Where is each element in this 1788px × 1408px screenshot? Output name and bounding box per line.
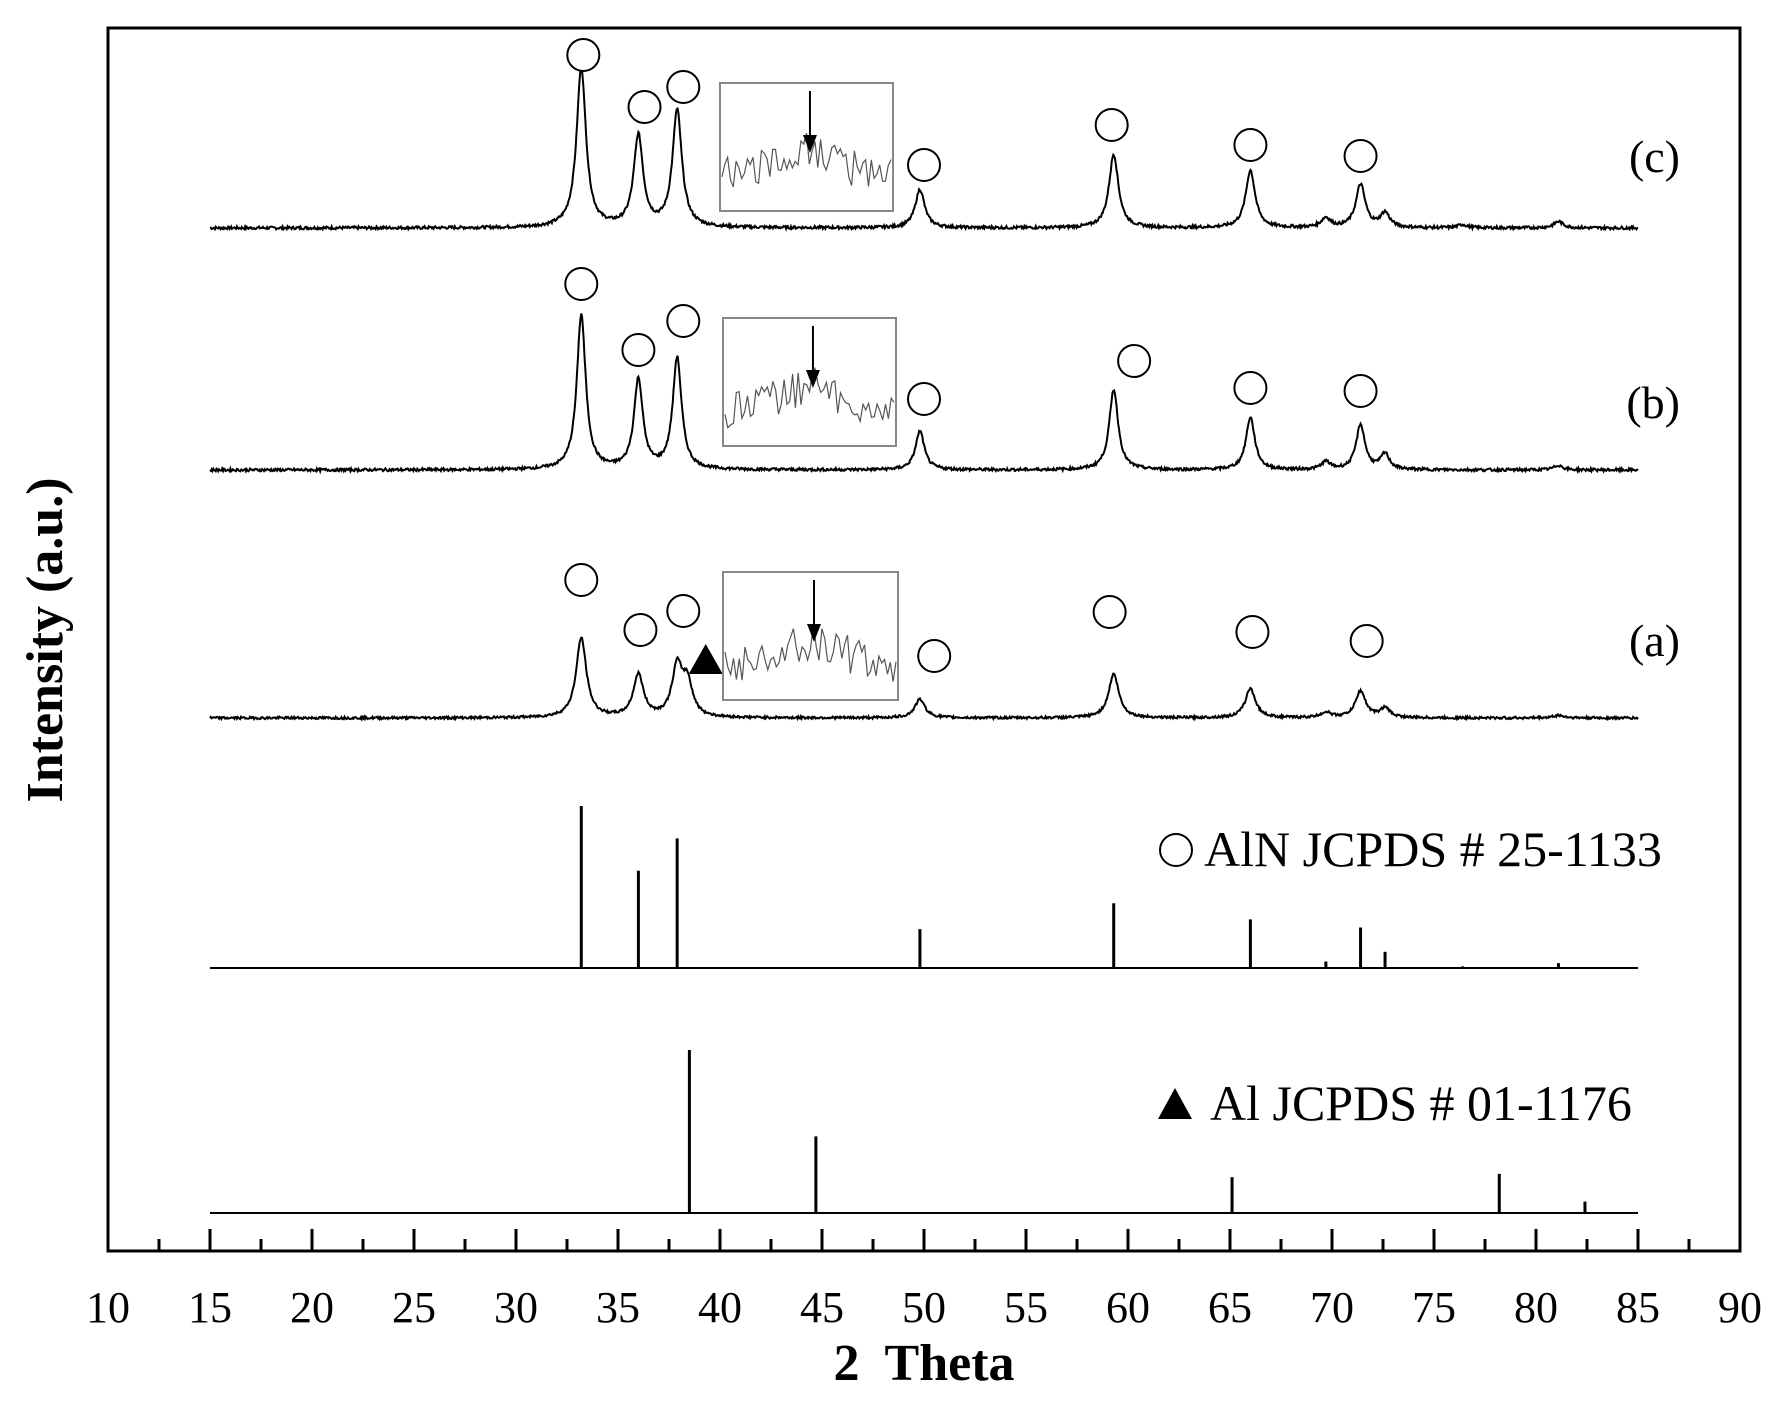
inset-trace <box>724 366 895 429</box>
x-tick-label: 25 <box>392 1283 436 1332</box>
aln-peak-marker-icon <box>1092 595 1127 629</box>
x-tick-label: 65 <box>1208 1283 1252 1332</box>
plot-frame <box>106 26 1742 1253</box>
x-tick-label: 40 <box>698 1283 742 1332</box>
inset-trace <box>721 132 892 188</box>
x-tick-label: 70 <box>1310 1283 1354 1332</box>
inset-box <box>719 82 894 212</box>
y-axis-title: Intensity (a.u.) <box>17 477 74 802</box>
x-axis-title: 2 Theta <box>833 1335 1014 1392</box>
down-arrowhead-icon <box>807 624 821 642</box>
trace-b <box>209 313 1639 475</box>
inset-box <box>722 571 899 701</box>
aln-peak-marker-icon <box>1094 108 1129 142</box>
al-peak-marker-icon <box>688 644 723 674</box>
aln-peak-marker-icon <box>666 304 701 338</box>
inset-box <box>722 317 897 447</box>
x-tick-label: 55 <box>1004 1283 1048 1332</box>
legend-aln: AlN JCPDS # 25-1133 <box>1204 821 1662 877</box>
down-arrowhead-icon <box>802 135 817 153</box>
x-tick-label: 85 <box>1616 1283 1660 1332</box>
aln-peak-marker-icon <box>1343 139 1378 173</box>
aln-peak-marker-icon <box>627 90 662 124</box>
aln-peak-marker-icon <box>1233 371 1268 405</box>
aln-peak-marker-icon <box>623 613 658 647</box>
aln-peak-marker-icon <box>621 333 656 367</box>
x-tick-label: 15 <box>188 1283 232 1332</box>
aln-peak-marker-icon <box>917 639 952 673</box>
trace-label-a: (a) <box>1629 615 1680 666</box>
xrd-traces <box>209 65 1639 722</box>
x-tick-label: 20 <box>290 1283 334 1332</box>
x-tick-label: 10 <box>86 1283 130 1332</box>
aln-peak-marker-icon <box>1349 624 1384 658</box>
x-tick-label: 80 <box>1514 1283 1558 1332</box>
aln-peak-marker-icon <box>564 267 599 301</box>
aln-peak-marker-icon <box>566 38 601 72</box>
inset-trace <box>724 623 897 682</box>
aln-peak-marker-icon <box>564 563 599 597</box>
legend-triangle-icon <box>1158 1088 1192 1119</box>
legend-al: Al JCPDS # 01-1176 <box>1210 1075 1632 1131</box>
aln-peak-marker-icon <box>666 594 701 628</box>
aln-peak-marker-icon <box>666 70 701 104</box>
x-tick-label: 35 <box>596 1283 640 1332</box>
trace-label-c: (c) <box>1629 131 1680 182</box>
x-tick-label: 30 <box>494 1283 538 1332</box>
trace-a <box>209 636 1639 722</box>
x-axis-ticks: 10 15 20 25 30 35 40 45 50 55 60 65 70 75 80 85 90 <box>86 1229 1762 1332</box>
aln-peak-marker-icon <box>907 148 941 182</box>
aln-peak-marker-icon <box>1235 615 1270 649</box>
trace-label-b: (b) <box>1626 377 1680 428</box>
x-tick-label: 50 <box>902 1283 946 1332</box>
x-tick-label: 60 <box>1106 1283 1150 1332</box>
inset-zooms <box>719 82 899 701</box>
x-tick-label: 75 <box>1412 1283 1456 1332</box>
x-tick-label: 90 <box>1718 1283 1762 1332</box>
down-arrowhead-icon <box>805 370 820 388</box>
trace-c <box>209 65 1639 232</box>
aln-peak-marker-icon <box>1117 344 1152 378</box>
aln-peak-marker-icon <box>907 382 941 416</box>
legend-circle-icon <box>1159 833 1193 867</box>
reference-patterns <box>210 806 1638 1214</box>
aln-peak-marker-icon <box>1233 128 1268 162</box>
peak-markers <box>564 38 1384 674</box>
x-tick-label: 45 <box>800 1283 844 1332</box>
aln-peak-marker-icon <box>1343 374 1378 408</box>
